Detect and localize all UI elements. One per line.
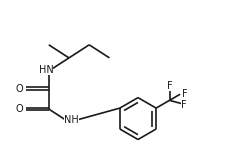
Text: F: F	[181, 100, 186, 110]
Text: O: O	[15, 84, 23, 94]
Text: F: F	[181, 89, 187, 99]
Text: HN: HN	[38, 65, 53, 75]
Text: O: O	[15, 104, 23, 114]
Text: F: F	[166, 81, 171, 91]
Text: NH: NH	[64, 115, 79, 125]
